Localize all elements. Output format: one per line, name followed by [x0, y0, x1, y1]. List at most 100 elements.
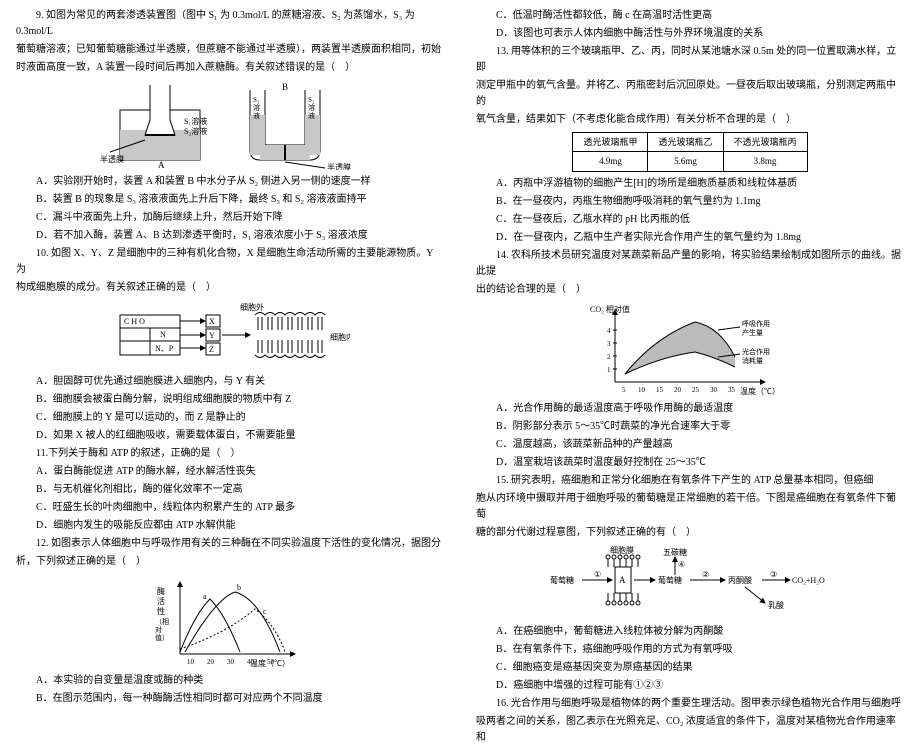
q14-option-b: B．阴影部分表示 5～35℃时蔬菜的净光合速率大于零: [476, 419, 904, 435]
q13-td-3: 3.8mg: [723, 152, 807, 171]
svg-text:b: b: [237, 583, 241, 592]
q14-option-d: D．温室栽培该蔬菜时温度最好控制在 25～35℃: [476, 455, 904, 471]
right-column: C．低温时酶活性都较低，酶 c 在高温时活性更高 D．该图也可表示人体内细胞中酶…: [460, 0, 920, 651]
svg-text:CO₂+H₂O: CO₂+H₂O: [792, 576, 825, 585]
svg-text:35: 35: [728, 386, 736, 394]
q14-stem-2: 出的结论合理的是（ ）: [476, 282, 904, 298]
svg-text:液: 液: [253, 111, 260, 120]
svg-text:C H O: C H O: [124, 317, 145, 326]
q11-stem: 11.下列关于酶和 ATP 的叙述，正确的是（ ）: [16, 446, 444, 462]
svg-text:10: 10: [187, 658, 195, 666]
svg-text:乳酸: 乳酸: [768, 600, 784, 610]
svg-text:Y: Y: [209, 331, 215, 340]
q14-option-a: A．光合作用酶的最适温度高于呼吸作用酶的最适温度: [476, 401, 904, 417]
q11-option-b: B．与无机催化剂相比，酶的催化效率不一定高: [16, 482, 444, 498]
q13-th-1: 透光玻璃瓶甲: [573, 133, 648, 152]
svg-text:液: 液: [308, 111, 315, 120]
q16-stem-1: 16. 光合作用与细胞呼吸是植物体的两个重要生理活动。图甲表示绿色植物光合作用与…: [476, 696, 904, 712]
q12-option-a: A．本实验的自变量是温度或酶的种类: [16, 673, 444, 689]
label-s2b: S₂: [308, 96, 315, 104]
q9-diagram: S₁溶液 S₂溶液 半透膜 A S₃ 溶 液 S₂ 溶 液 半透膜 B: [16, 80, 444, 170]
svg-text:对: 对: [155, 625, 162, 634]
svg-text:50: 50: [267, 658, 275, 666]
q10-option-d: D．如果 X 被人的红细胞吸收，需要载体蛋白，不需要能量: [16, 428, 444, 444]
svg-text:溶: 溶: [308, 103, 315, 112]
svg-text:呼吸作用: 呼吸作用: [742, 319, 770, 328]
svg-text:五碳糖: 五碳糖: [663, 547, 687, 557]
q15-stem-2: 胞从内环境中摄取并用于细胞呼吸的葡萄糖是正常细胞的若干倍。下图是癌细胞在有氧条件…: [476, 491, 904, 523]
svg-text:20: 20: [674, 386, 682, 394]
q12-diagram: 酶 活 性 （相 对 值） 温度（℃） 10 20 30 40 50 a b c: [16, 574, 444, 669]
svg-text:活: 活: [157, 596, 165, 606]
q13-stem-1: 13. 用等体积的三个玻璃瓶甲、乙、丙，同时从某池塘水深 0.5m 处的同一位置…: [476, 44, 904, 76]
q10-diagram: C H O N N、P X Y Z: [16, 300, 444, 370]
q14-diagram: CO₂ 相对值 温度（℃） 1 2 3 4 5 10 15 20 25 30 3…: [476, 302, 904, 397]
q12-option-b: B．在图示范围内，每一种酶酶活性相同时都可对应两个不同温度: [16, 691, 444, 707]
q10-option-a: A．胆固醇可优先通过细胞膜进入细胞内，与 Y 有关: [16, 374, 444, 390]
svg-text:细胞膜: 细胞膜: [610, 545, 634, 555]
svg-text:c: c: [263, 607, 267, 616]
q13-th-2: 透光玻璃瓶乙: [648, 133, 723, 152]
q15-stem-1: 15. 研究表明，癌细胞和正常分化细胞在有氧条件下产生的 ATP 总量基本相同，…: [476, 473, 904, 489]
q13-option-c: C．在一昼夜后，乙瓶水样的 pH 比丙瓶的低: [476, 212, 904, 228]
svg-text:产生量: 产生量: [742, 328, 763, 337]
q14-stem-1: 14. 农科所技术员研究温度对某蔬菜新品产量的影响，将实验结果绘制成如图所示的曲…: [476, 248, 904, 280]
q13-td-1: 4.9mg: [573, 152, 648, 171]
label-a: A: [158, 160, 165, 170]
q10-stem-1: 10. 如图 X、Y、Z 是细胞中的三种有机化合物，X 是细胞生命活动所需的主要…: [16, 246, 444, 278]
q12-option-d: D．该图也可表示人体内细胞中酶活性与外界环境温度的关系: [476, 26, 904, 42]
q15-option-d: D．癌细胞中增强的过程可能有①②③: [476, 678, 904, 694]
label-s1: S₁溶液: [184, 116, 207, 126]
q9-option-c: C．漏斗中液面先上升，加酶后继续上升，然后开始下降: [16, 210, 444, 226]
svg-text:②: ②: [702, 570, 709, 579]
left-column: 9. 如图为常见的两套渗透装置图（图中 S₁ 为 0.3mol/L 的蔗糖溶液、…: [0, 0, 460, 651]
svg-text:5: 5: [622, 386, 626, 394]
q13-td-2: 5.6mg: [648, 152, 723, 171]
q13-stem-2: 测定甲瓶中的氧气含量。并将乙、丙瓶密封后沉回原处。一昼夜后取出玻璃瓶，分别测定两…: [476, 78, 904, 110]
q12-stem-2: 析，下列叙述正确的是（ ）: [16, 554, 444, 570]
q16-stem-2: 吸两者之间的关系，图乙表示在光照充足、CO₂ 浓度适宜的条件下，温度对某植物光合…: [476, 714, 904, 746]
svg-text:细胞外: 细胞外: [240, 302, 264, 312]
q9-option-a: A．实验刚开始时，装置 A 和装置 B 中水分子从 S₂ 侧进入另一侧的速度一样: [16, 174, 444, 190]
svg-text:（相: （相: [155, 617, 169, 626]
svg-text:③: ③: [770, 570, 777, 579]
q13-table: 透光玻璃瓶甲 透光玻璃瓶乙 不透光玻璃瓶丙 4.9mg 5.6mg 3.8mg: [476, 132, 904, 172]
q13-option-d: D．在一昼夜内，乙瓶中生产者实际光合作用产生的氧气量约为 1.8mg: [476, 230, 904, 246]
q9-stem-2: 葡萄糖溶液；已知葡萄糖能通过半透膜，但蔗糖不能通过半透膜），两装置半透膜面积相同…: [16, 42, 444, 58]
label-s2: S₂溶液: [184, 126, 207, 136]
svg-text:10: 10: [638, 386, 646, 394]
svg-text:15: 15: [656, 386, 664, 394]
q9-stem-3: 时液面高度一致，A 装置一段时间后再加入蔗糖酶。有关叙述错误的是（ ）: [16, 60, 444, 76]
label-b: B: [282, 82, 288, 92]
svg-text:值）: 值）: [155, 633, 169, 642]
label-membrane-b: 半透膜: [327, 162, 351, 170]
svg-text:20: 20: [207, 658, 215, 666]
svg-text:光合作用: 光合作用: [742, 347, 770, 356]
q11-option-d: D．细胞内发生的吸能反应都由 ATP 水解供能: [16, 518, 444, 534]
q13-stem-3: 氧气含量，结果如下（不考虑化能合成作用）有关分析不合理的是（ ）: [476, 112, 904, 128]
svg-text:N、P: N、P: [155, 344, 174, 353]
svg-text:性: 性: [157, 606, 165, 616]
q10-option-b: B．细胞膜会被蛋白酶分解，说明组成细胞膜的物质中有 Z: [16, 392, 444, 408]
svg-text:30: 30: [227, 658, 235, 666]
q9-option-b: B．装置 B 的现象是 S₃ 溶液液面先上升后下降，最终 S₃ 和 S₂ 溶液液…: [16, 192, 444, 208]
svg-text:④: ④: [678, 560, 685, 569]
q10-option-c: C．细胞膜上的 Y 是可以运动的，而 Z 是静止的: [16, 410, 444, 426]
q15-diagram: A 细胞膜 葡萄糖 ① 葡萄糖 ② ④ 五碳糖 丙酮酸 ③ CO₂+H₂O 乳酸: [476, 545, 904, 620]
label-s3: S₃: [253, 96, 260, 104]
svg-text:1: 1: [607, 366, 611, 374]
q11-option-a: A．蛋白酶能促进 ATP 的酶水解，经水解活性丧失: [16, 464, 444, 480]
svg-text:2: 2: [607, 353, 611, 361]
q15-stem-3: 糖的部分代谢过程意图，下列叙述正确的有（ ）: [476, 525, 904, 541]
q13-option-b: B．在一昼夜内，丙瓶生物细胞呼吸消耗的氧气量约为 1.1mg: [476, 194, 904, 210]
svg-text:N: N: [160, 330, 166, 339]
q12-stem-1: 12. 如图表示人体细胞中与呼吸作用有关的三种酶在不同实验温度下活性的变化情况，…: [16, 536, 444, 552]
q14-option-c: C．温度越高，该蔬菜新品种的产量越高: [476, 437, 904, 453]
q13-th-3: 不透光玻璃瓶丙: [723, 133, 807, 152]
q15-option-c: C．细胞癌变是癌基因突变为原癌基因的结果: [476, 660, 904, 676]
svg-text:25: 25: [692, 386, 700, 394]
label-membrane-a: 半透膜: [100, 154, 124, 164]
svg-text:a: a: [203, 592, 207, 601]
svg-text:溶: 溶: [253, 103, 260, 112]
svg-text:葡萄糖: 葡萄糖: [658, 575, 682, 585]
